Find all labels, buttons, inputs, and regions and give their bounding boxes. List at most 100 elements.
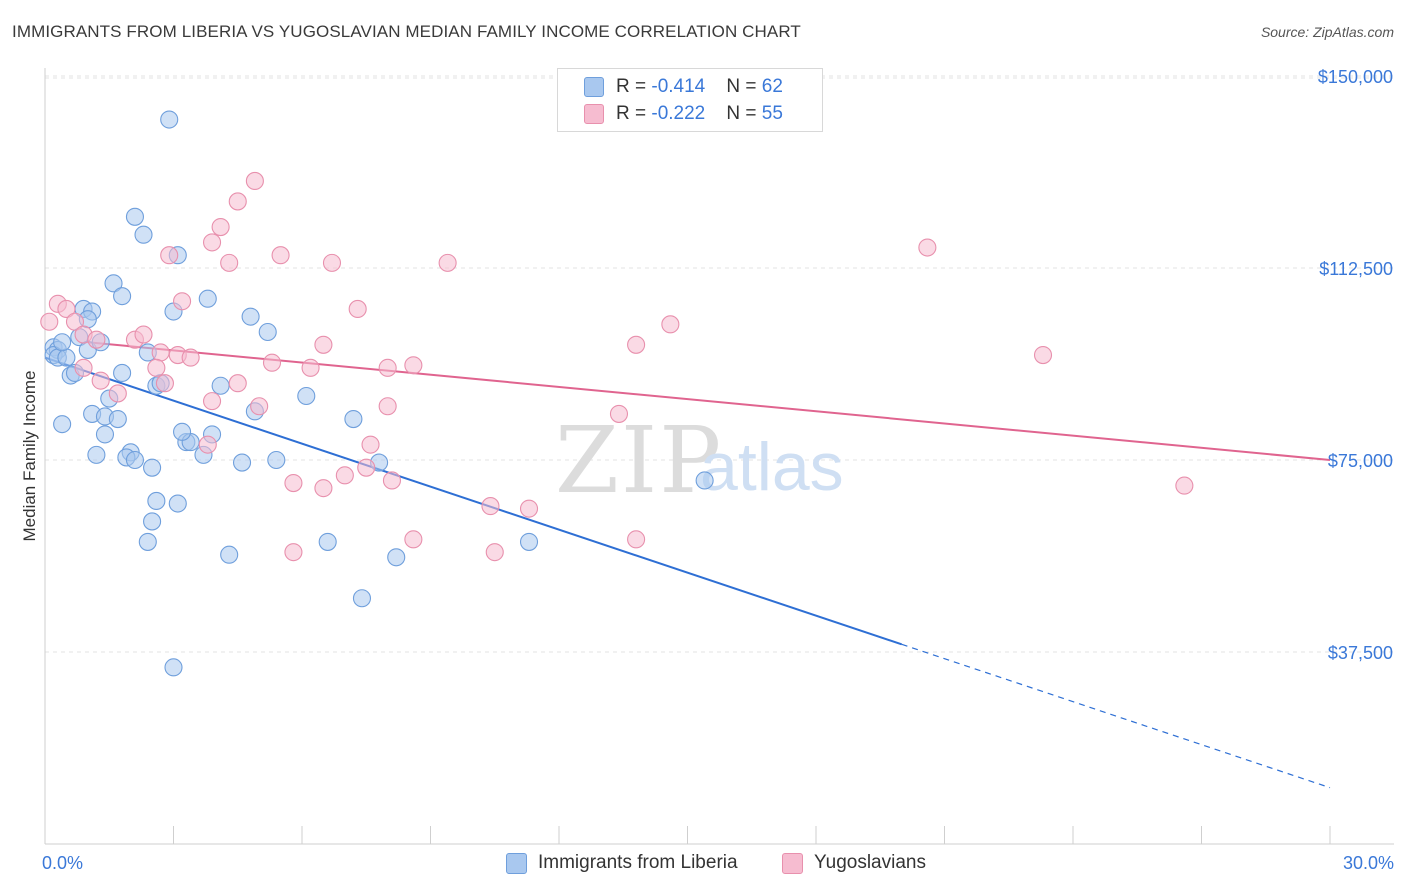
- point-yugoslavian: [378, 358, 397, 377]
- point-yugoslavian: [361, 435, 380, 454]
- point-liberia: [387, 548, 406, 567]
- point-yugoslavian: [1175, 476, 1194, 495]
- point-liberia: [87, 445, 106, 464]
- trendline-liberia-extension: [901, 643, 1331, 789]
- point-yugoslavian: [284, 543, 303, 562]
- point-yugoslavian: [147, 358, 166, 377]
- point-yugoslavian: [87, 330, 106, 349]
- point-yugoslavian: [378, 397, 397, 416]
- point-yugoslavian: [151, 343, 170, 362]
- point-liberia: [220, 545, 239, 564]
- point-yugoslavian: [228, 374, 247, 393]
- axis-labels: $37,500 $75,000 $112,500 $150,000 0.0% 30.0% M…: [20, 67, 1394, 873]
- watermark: ZIP atlas: [555, 407, 844, 514]
- point-yugoslavian: [220, 253, 239, 272]
- point-yugoslavian: [382, 471, 402, 490]
- point-yugoslavian: [519, 499, 539, 518]
- point-liberia: [138, 532, 157, 551]
- point-yugoslavian: [203, 233, 222, 252]
- point-liberia: [95, 425, 115, 444]
- chart-title: IMMIGRANTS FROM LIBERIA VS YUGOSLAVIAN M…: [12, 22, 801, 41]
- legend-n-value: 62: [761, 76, 783, 97]
- point-liberia: [147, 491, 166, 511]
- legend-swatch-blue: [584, 77, 604, 97]
- point-liberia: [297, 386, 316, 406]
- point-liberia: [267, 450, 286, 470]
- point-liberia: [57, 348, 76, 367]
- point-yugoslavian: [173, 292, 192, 311]
- watermark-zip: ZIP: [555, 407, 723, 514]
- correlation-legend: R = -0.414 N = 62 R = -0.222 N = 55: [557, 68, 823, 132]
- point-yugoslavian: [627, 335, 646, 354]
- point-liberia: [160, 110, 179, 129]
- point-yugoslavian: [155, 374, 174, 393]
- point-liberia: [211, 376, 230, 395]
- point-yugoslavian: [203, 392, 222, 411]
- point-liberia: [241, 307, 260, 326]
- point-yugoslavian: [65, 312, 85, 331]
- point-yugoslavian: [348, 299, 367, 319]
- point-liberia: [318, 532, 337, 551]
- point-liberia: [695, 471, 714, 490]
- point-liberia: [173, 422, 192, 441]
- point-liberia: [134, 225, 153, 244]
- point-yugoslavian: [250, 397, 269, 416]
- point-yugoslavian: [40, 312, 59, 331]
- point-yugoslavian: [404, 530, 423, 549]
- point-yugoslavian: [181, 348, 200, 367]
- point-yugoslavian: [211, 217, 230, 237]
- point-liberia: [108, 409, 127, 429]
- bottom-legend-swatch-pink: [782, 853, 803, 874]
- point-yugoslavian: [57, 299, 76, 319]
- point-yugoslavian: [271, 246, 290, 265]
- point-liberia: [198, 289, 217, 308]
- point-liberia: [232, 453, 252, 472]
- y-tick-label: $75,000: [1328, 451, 1393, 471]
- point-yugoslavian: [357, 458, 376, 477]
- point-yugoslavian: [228, 192, 247, 211]
- point-yugoslavian: [609, 404, 629, 423]
- point-liberia: [113, 363, 132, 383]
- legend-r-value: -0.222: [651, 103, 706, 124]
- chart-source: Source: ZipAtlas.com: [1260, 24, 1394, 40]
- point-liberia: [125, 207, 144, 226]
- point-yugoslavian: [314, 335, 333, 354]
- data-points: [40, 110, 1194, 677]
- point-liberia: [164, 658, 183, 677]
- point-yugoslavian: [160, 246, 179, 265]
- point-yugoslavian: [314, 479, 333, 498]
- bottom-legend-swatch-blue: [506, 853, 527, 874]
- point-yugoslavian: [134, 325, 153, 344]
- point-liberia: [344, 409, 363, 429]
- point-liberia: [168, 494, 187, 513]
- point-yugoslavian: [198, 435, 217, 454]
- point-yugoslavian: [404, 356, 423, 375]
- point-liberia: [258, 322, 277, 342]
- point-liberia: [352, 589, 372, 608]
- point-yugoslavian: [262, 353, 282, 372]
- trendline-yugoslavians: [87, 341, 1331, 461]
- bottom-legend-label: Yugoslavians: [814, 852, 926, 873]
- point-yugoslavian: [245, 171, 264, 191]
- point-yugoslavian: [485, 543, 504, 562]
- point-yugoslavian: [438, 253, 457, 272]
- y-tick-label: $37,500: [1328, 643, 1393, 663]
- x-tick-label-min: 0.0%: [42, 853, 83, 873]
- point-liberia: [143, 512, 162, 531]
- axes-layer: [44, 68, 1394, 845]
- y-axis-title: Median Family Income: [20, 370, 39, 541]
- point-liberia: [519, 532, 539, 551]
- point-liberia: [53, 415, 72, 434]
- y-tick-label: $112,500: [1319, 259, 1393, 279]
- point-yugoslavian: [1033, 345, 1053, 365]
- point-yugoslavian: [661, 315, 680, 334]
- x-tick-label-max: 30.0%: [1343, 853, 1394, 873]
- point-yugoslavian: [335, 466, 354, 485]
- point-yugoslavian: [91, 371, 110, 390]
- point-liberia: [113, 287, 132, 306]
- trendline-liberia: [44, 356, 902, 646]
- point-yugoslavian: [322, 253, 342, 272]
- point-yugoslavian: [284, 473, 303, 493]
- y-tick-label: $150,000: [1318, 67, 1393, 87]
